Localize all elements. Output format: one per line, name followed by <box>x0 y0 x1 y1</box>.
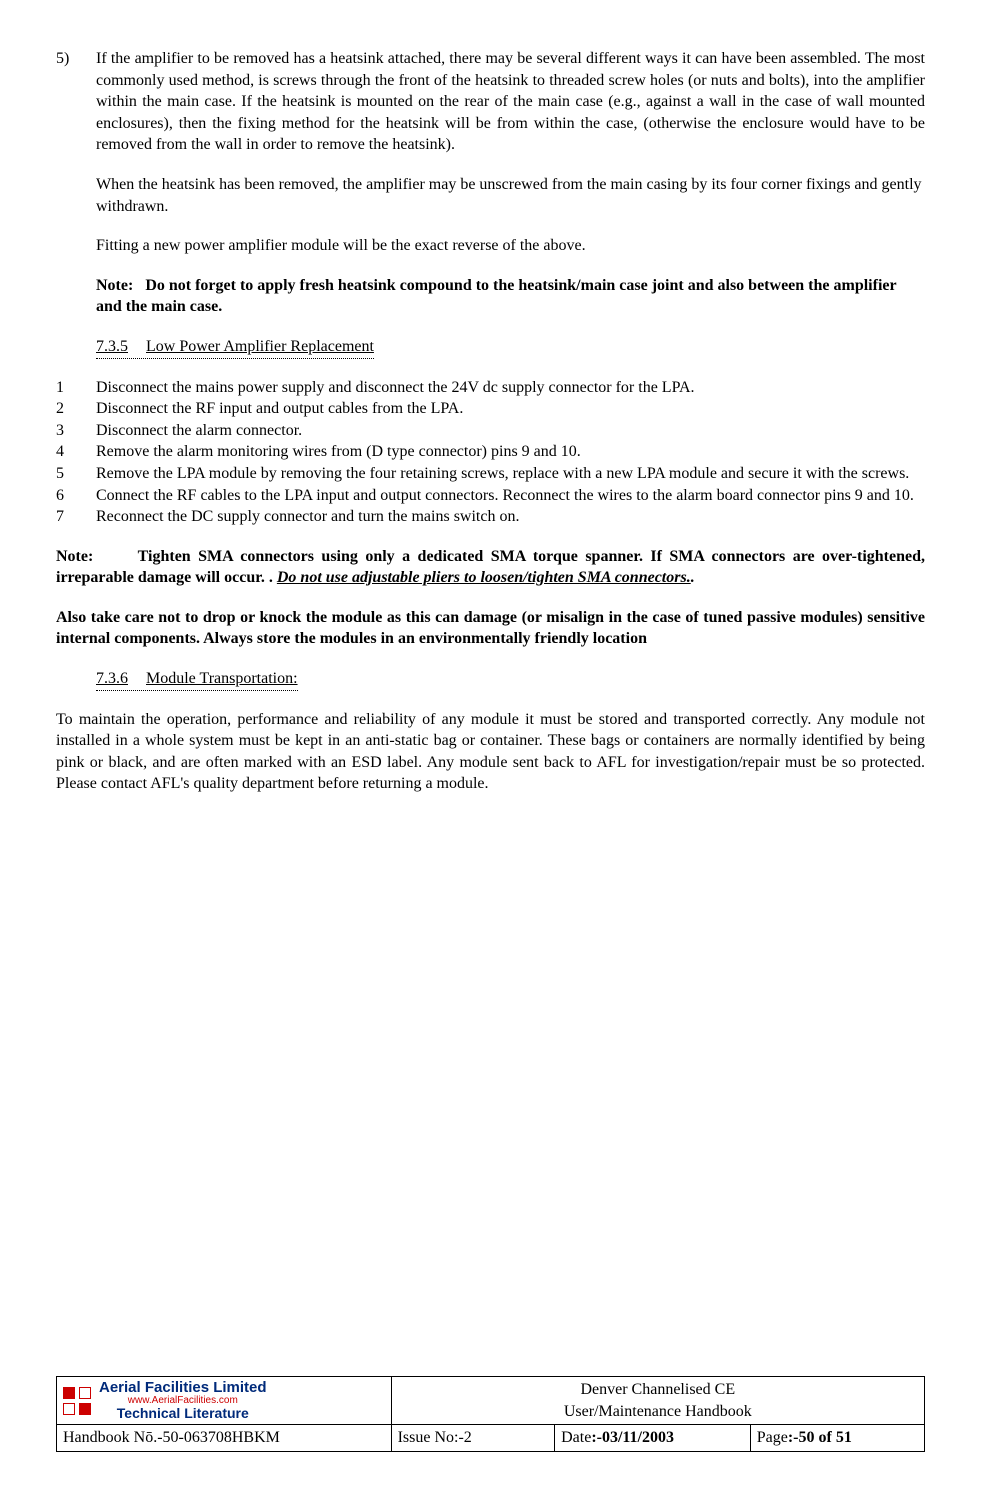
issue-no: Issue No:-2 <box>391 1425 555 1452</box>
note-text: Do not forget to apply fresh heatsink co… <box>96 277 896 316</box>
section-body: To maintain the operation, performance a… <box>56 709 925 795</box>
footer-table: Aerial Facilities Limited www.AerialFaci… <box>56 1376 925 1452</box>
steps-list: 1 Disconnect the mains power supply and … <box>56 377 925 528</box>
section-title: Low Power Amplifier Replacement <box>146 338 374 355</box>
page-value: :-50 of 51 <box>788 1429 852 1446</box>
page-cell: Page:-50 of 51 <box>750 1425 924 1452</box>
step-row: 5 Remove the LPA module by removing the … <box>56 463 925 485</box>
section-heading-735: 7.3.5 Low Power Amplifier Replacement <box>96 336 925 359</box>
logo-cell: Aerial Facilities Limited www.AerialFaci… <box>57 1377 392 1425</box>
paragraph: When the heatsink has been removed, the … <box>96 174 925 217</box>
step-text: Connect the RF cables to the LPA input a… <box>96 485 925 507</box>
note-label: Note: <box>56 548 93 565</box>
step-text: Remove the alarm monitoring wires from (… <box>96 441 925 463</box>
step-text: Disconnect the mains power supply and di… <box>96 377 925 399</box>
logo-icon <box>63 1387 91 1415</box>
note-label: Note: <box>96 277 133 294</box>
step-num: 1 <box>56 377 96 399</box>
step-row: 2 Disconnect the RF input and output cab… <box>56 398 925 420</box>
list-text: If the amplifier to be removed has a hea… <box>96 48 925 156</box>
note-emphasis: Do not use adjustable pliers to loosen/t… <box>277 569 691 586</box>
section-heading-736: 7.3.6 Module Transportation: <box>96 668 925 691</box>
doc-title-2: User/Maintenance Handbook <box>398 1401 918 1423</box>
section-number: 7.3.6 <box>96 670 128 687</box>
date-cell: Date:-03/11/2003 <box>555 1425 751 1452</box>
step-num: 2 <box>56 398 96 420</box>
date-label: Date <box>561 1429 591 1446</box>
step-row: 1 Disconnect the mains power supply and … <box>56 377 925 399</box>
step-num: 3 <box>56 420 96 442</box>
note-sma: Note: Tighten SMA connectors using only … <box>56 546 925 589</box>
page-label: Page <box>757 1429 788 1446</box>
list-number: 5) <box>56 48 96 156</box>
care-note: Also take care not to drop or knock the … <box>56 607 925 650</box>
step-text: Disconnect the alarm connector. <box>96 420 925 442</box>
document-body: 5) If the amplifier to be removed has a … <box>56 48 925 1368</box>
step-row: 4 Remove the alarm monitoring wires from… <box>56 441 925 463</box>
handbook-no: Handbook Nō.-50-063708HBKM <box>57 1425 392 1452</box>
section-number: 7.3.5 <box>96 338 128 355</box>
step-row: 3 Disconnect the alarm connector. <box>56 420 925 442</box>
step-row: 6 Connect the RF cables to the LPA input… <box>56 485 925 507</box>
note: Note: Do not forget to apply fresh heats… <box>96 275 925 318</box>
note-period: . <box>691 569 695 586</box>
doc-title-1: Denver Channelised CE <box>398 1379 918 1401</box>
logo-line1: Aerial Facilities Limited <box>99 1380 267 1396</box>
paragraph: Fitting a new power amplifier module wil… <box>96 235 925 257</box>
step-num: 7 <box>56 506 96 528</box>
step-num: 4 <box>56 441 96 463</box>
step-num: 5 <box>56 463 96 485</box>
step-text: Reconnect the DC supply connector and tu… <box>96 506 925 528</box>
list-item-5: 5) If the amplifier to be removed has a … <box>56 48 925 156</box>
logo-line3: Technical Literature <box>99 1406 267 1421</box>
step-text: Remove the LPA module by removing the fo… <box>96 463 925 485</box>
date-value: :-03/11/2003 <box>591 1429 674 1446</box>
step-num: 6 <box>56 485 96 507</box>
doc-title-cell: Denver Channelised CE User/Maintenance H… <box>391 1377 924 1425</box>
step-row: 7 Reconnect the DC supply connector and … <box>56 506 925 528</box>
section-title: Module Transportation: <box>146 670 298 687</box>
step-text: Disconnect the RF input and output cable… <box>96 398 925 420</box>
